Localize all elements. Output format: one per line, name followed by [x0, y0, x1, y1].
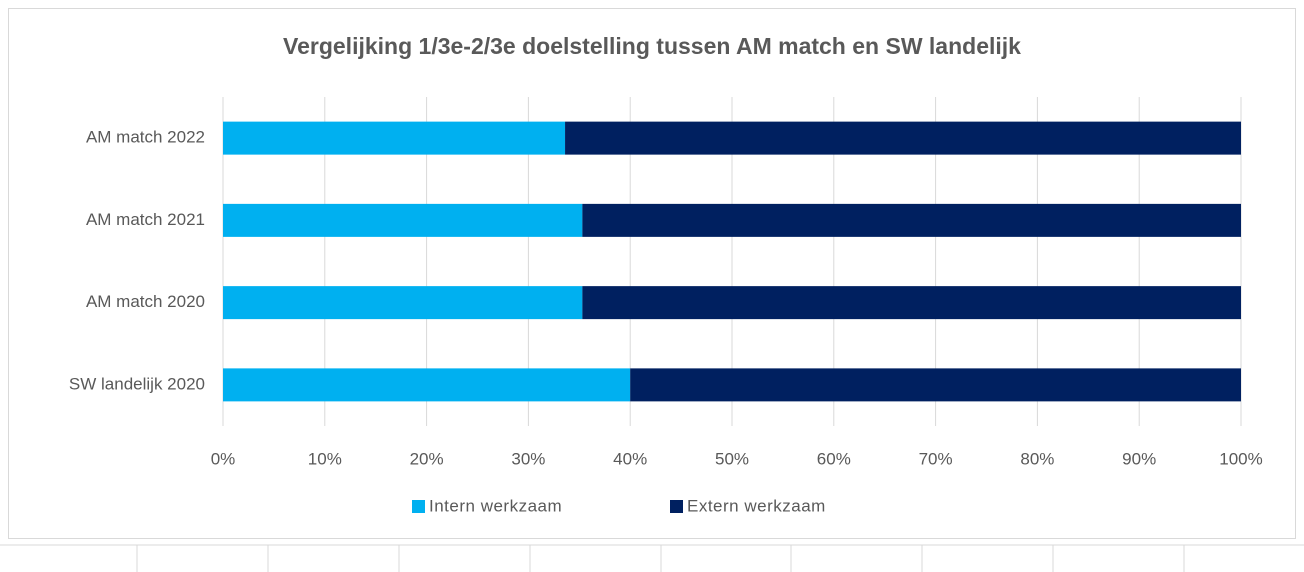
bar-segment: [223, 368, 631, 402]
y-tick-label: AM match 2022: [86, 128, 205, 147]
x-tick-label: 100%: [1219, 449, 1262, 468]
bar-segment: [582, 286, 1241, 320]
legend-label: Intern werkzaam: [429, 496, 562, 515]
sheet-grid: [0, 544, 1304, 572]
bar-segment: [223, 286, 583, 320]
x-tick-label: 90%: [1122, 449, 1156, 468]
legend-swatch: [670, 500, 683, 513]
bar-segment: [223, 121, 566, 155]
x-tick-label: 10%: [308, 449, 342, 468]
legend-swatch: [412, 500, 425, 513]
x-tick-label: 60%: [817, 449, 851, 468]
bar-segment: [565, 121, 1241, 155]
x-tick-label: 30%: [511, 449, 545, 468]
legend-label: Extern werkzaam: [687, 496, 826, 515]
x-tick-label: 40%: [613, 449, 647, 468]
chart-title: Vergelijking 1/3e-2/3e doelstelling tuss…: [283, 33, 1021, 59]
chart-area: [8, 8, 1296, 539]
y-tick-label: AM match 2021: [86, 210, 205, 229]
x-tick-label: 0%: [211, 449, 236, 468]
y-tick-label: SW landelijk 2020: [69, 374, 205, 393]
x-tick-label: 50%: [715, 449, 749, 468]
x-tick-label: 70%: [919, 449, 953, 468]
bar-segment: [582, 203, 1241, 237]
bar-segment: [223, 203, 583, 237]
x-tick-label: 20%: [410, 449, 444, 468]
x-tick-label: 80%: [1020, 449, 1054, 468]
bar-segment: [630, 368, 1241, 402]
y-tick-label: AM match 2020: [86, 292, 205, 311]
